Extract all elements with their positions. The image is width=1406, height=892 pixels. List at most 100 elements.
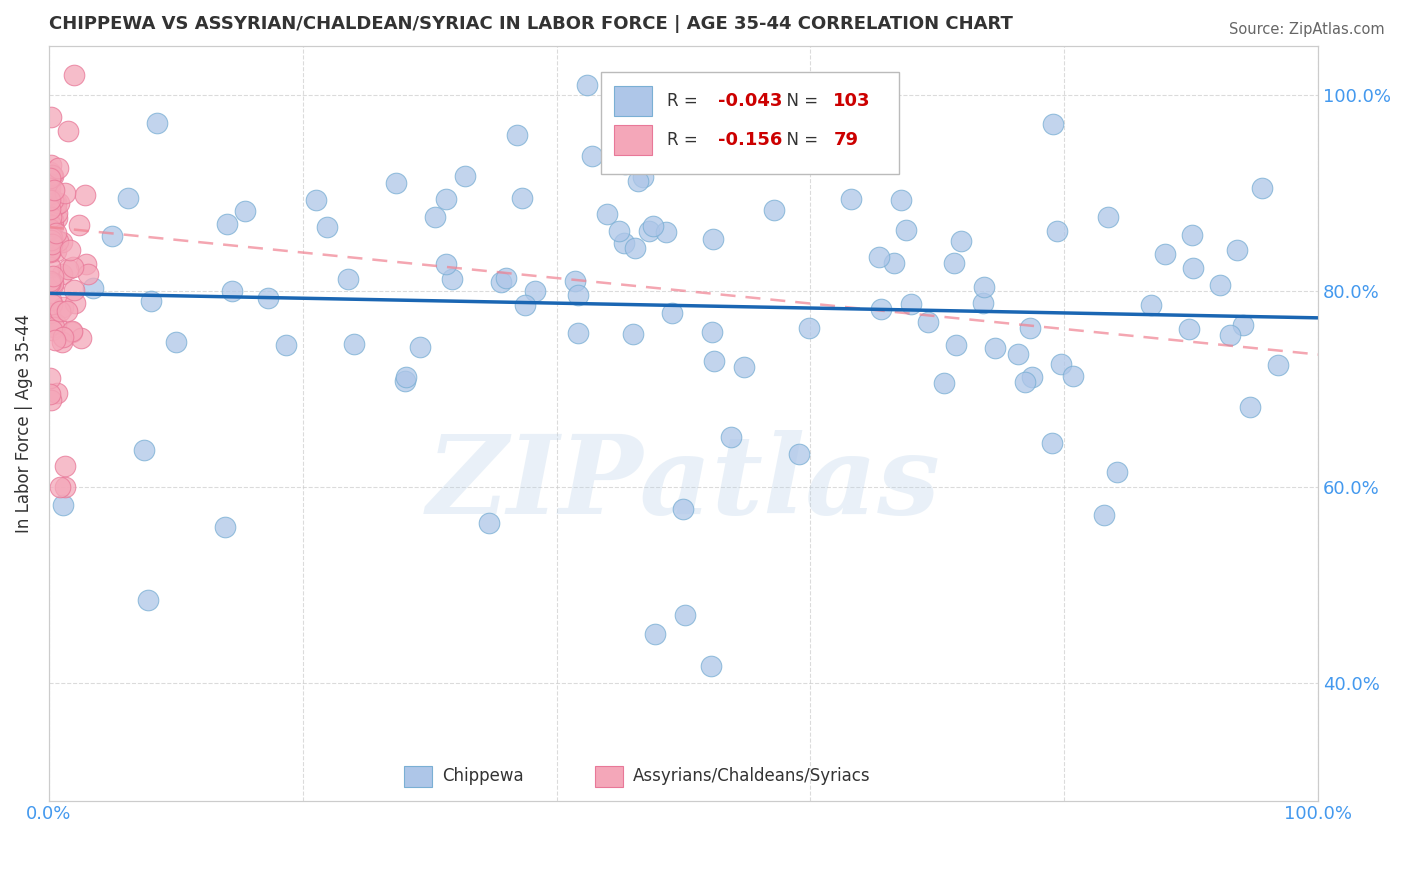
Point: [39, 171, 62, 186]
Text: 79: 79: [834, 131, 858, 149]
Point: [39, 111, 62, 125]
Point: [702, 231, 724, 245]
Point: [900, 297, 922, 311]
Point: [581, 149, 603, 163]
Point: [890, 193, 912, 207]
Text: R =: R =: [666, 131, 703, 149]
Point: [42, 169, 65, 183]
Point: [1209, 278, 1232, 293]
Point: [1050, 357, 1073, 371]
Point: [305, 194, 328, 208]
Point: [567, 288, 589, 302]
Point: [1232, 318, 1254, 332]
Point: [52, 301, 75, 315]
Point: [1007, 347, 1029, 361]
Point: [52, 499, 75, 513]
Point: [972, 295, 994, 310]
Point: [839, 192, 862, 206]
Point: [221, 284, 243, 298]
Text: -0.043: -0.043: [718, 92, 782, 110]
Text: Assyrians/Chaldeans/Syriacs: Assyrians/Chaldeans/Syriacs: [633, 767, 870, 786]
Point: [42, 277, 65, 292]
Point: [394, 374, 416, 388]
Point: [607, 224, 630, 238]
Point: [63, 295, 86, 310]
Point: [1182, 260, 1205, 275]
Point: [39, 276, 62, 290]
Point: [567, 326, 589, 340]
FancyBboxPatch shape: [595, 766, 623, 787]
Point: [644, 627, 666, 641]
Point: [39, 222, 62, 236]
Point: [510, 191, 533, 205]
Point: [672, 502, 695, 516]
Point: [101, 228, 124, 243]
Point: [343, 337, 366, 351]
Point: [39, 219, 62, 233]
Text: N =: N =: [776, 131, 824, 149]
Point: [39, 260, 62, 275]
Point: [39, 165, 62, 179]
Point: [673, 607, 696, 622]
Point: [39, 202, 62, 217]
Point: [41, 277, 63, 291]
Point: [623, 241, 645, 255]
Text: -0.156: -0.156: [718, 131, 782, 149]
Point: [720, 430, 742, 444]
Point: [62, 283, 84, 297]
Point: [53, 459, 76, 474]
Point: [425, 211, 447, 225]
Point: [596, 207, 619, 221]
Point: [165, 335, 187, 350]
Text: Source: ZipAtlas.com: Source: ZipAtlas.com: [1229, 22, 1385, 37]
Point: [39, 210, 62, 224]
Point: [39, 158, 62, 172]
Point: [42, 268, 65, 283]
Point: [1021, 370, 1043, 384]
Point: [42, 212, 65, 227]
Point: [39, 387, 62, 401]
Point: [495, 271, 517, 285]
Point: [1267, 359, 1289, 373]
Point: [70, 331, 93, 345]
Point: [870, 302, 893, 317]
Point: [39, 193, 62, 207]
Point: [45, 198, 67, 212]
Point: [633, 169, 655, 184]
Point: [703, 354, 725, 368]
Point: [48, 196, 70, 211]
Point: [454, 169, 477, 183]
Point: [1018, 320, 1040, 334]
Point: [51, 268, 73, 282]
Text: N =: N =: [776, 92, 824, 110]
Point: [638, 223, 661, 237]
Point: [762, 203, 785, 218]
Point: [136, 593, 159, 607]
Point: [217, 217, 239, 231]
Point: [316, 220, 339, 235]
Point: [441, 271, 464, 285]
FancyBboxPatch shape: [614, 86, 652, 116]
Point: [56, 261, 79, 276]
Point: [917, 315, 939, 329]
Point: [45, 317, 67, 331]
Point: [39, 245, 62, 260]
Point: [733, 359, 755, 374]
Point: [950, 234, 973, 248]
Point: [48, 480, 70, 494]
Point: [46, 161, 69, 175]
Point: [506, 128, 529, 142]
Point: [384, 176, 406, 190]
Point: [896, 223, 918, 237]
Point: [41, 242, 63, 256]
Point: [883, 255, 905, 269]
Point: [434, 192, 457, 206]
Point: [45, 244, 67, 259]
Point: [233, 204, 256, 219]
Point: [1178, 322, 1201, 336]
Point: [51, 235, 73, 249]
Point: [145, 116, 167, 130]
Point: [700, 658, 723, 673]
Point: [46, 211, 69, 225]
Text: ZIPatlas: ZIPatlas: [426, 430, 941, 537]
